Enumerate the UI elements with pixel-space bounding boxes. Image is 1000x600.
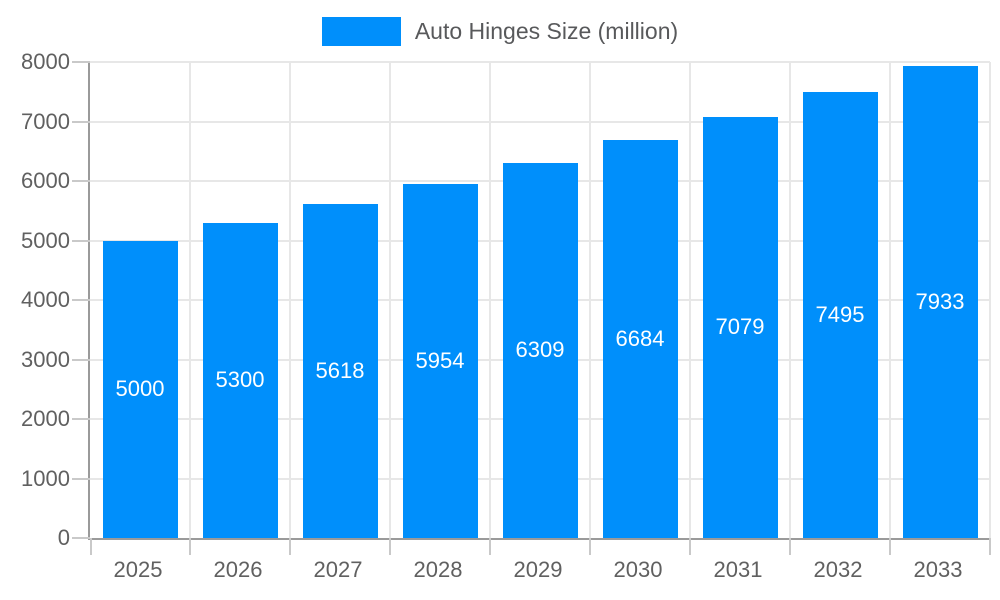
x-axis-tick (189, 538, 191, 555)
y-axis-tick (72, 61, 90, 63)
y-axis-label: 0 (57, 525, 70, 550)
bar-value-label: 5954 (415, 347, 465, 373)
grid-line-v (189, 62, 191, 538)
y-axis-label: 8000 (21, 49, 70, 74)
bar-value-label: 6309 (515, 337, 565, 363)
grid-line-v (689, 62, 691, 538)
bar: 5000 (102, 240, 178, 538)
x-axis-tick (289, 538, 291, 555)
y-axis-label: 2000 (21, 406, 70, 431)
grid-line-v (289, 62, 291, 538)
y-axis-tick (72, 537, 90, 539)
x-axis-label: 2031 (713, 557, 763, 582)
plot-area: 5000 5300 5618 5954 6309 6684 7079 7495 7933 (72, 61, 991, 555)
x-axis-label: 2026 (213, 557, 263, 582)
y-axis-label: 5000 (21, 227, 70, 253)
y-axis-tick (72, 120, 90, 123)
y-axis-label: 4000 (21, 287, 70, 312)
x-axis-label: 2028 (413, 557, 463, 582)
legend-swatch (321, 17, 401, 46)
x-axis-label: 2025 (113, 557, 163, 582)
x-axis-label: 2030 (613, 557, 663, 582)
grid-line-v (489, 62, 491, 538)
x-axis-label: 2033 (913, 557, 963, 582)
y-axis-tick (72, 477, 90, 480)
bar: 7933 (902, 65, 978, 538)
bar: 7495 (802, 92, 878, 538)
y-axis-label: 3000 (21, 346, 70, 372)
x-axis-tick (389, 538, 391, 555)
x-axis-label: 2027 (313, 557, 363, 582)
grid-line-h (90, 120, 990, 123)
y-axis-label: 7000 (21, 108, 70, 134)
y-axis-tick (72, 358, 90, 361)
grid-line-v (789, 62, 791, 538)
x-axis-labels: 2025 2026 2027 2028 2029 2030 2031 2032 2033 (88, 556, 988, 588)
x-axis-tick (489, 538, 491, 555)
y-axis-label: 1000 (21, 465, 70, 491)
y-axis-tick (72, 180, 90, 182)
bar-value-label: 7079 (715, 314, 765, 340)
bar: 7079 (702, 116, 778, 538)
bar: 5300 (202, 222, 278, 538)
grid-line-v (989, 62, 991, 538)
bar-value-label: 5000 (115, 376, 165, 402)
x-axis-label: 2029 (513, 557, 563, 582)
y-axis-tick (72, 418, 90, 420)
bar: 5618 (302, 203, 378, 538)
x-axis-tick (789, 538, 791, 555)
bar: 6309 (502, 162, 578, 538)
grid-line-v (589, 62, 591, 538)
grid-line-h (90, 61, 990, 63)
y-axis-tick (72, 239, 90, 242)
bar-value-label: 6684 (615, 326, 665, 352)
x-axis-tick (689, 538, 691, 555)
y-axis-tick (72, 299, 90, 301)
bar: 6684 (602, 140, 678, 538)
x-axis-label: 2032 (813, 557, 863, 582)
bar-value-label: 5618 (315, 357, 365, 383)
x-axis-tick (90, 538, 92, 555)
legend-item[interactable]: Auto Hinges Size (million) (321, 17, 679, 46)
x-axis-tick (889, 538, 891, 555)
grid-line-v (889, 62, 891, 538)
bar-value-label: 7933 (915, 288, 965, 314)
y-axis-labels: 0 1000 2000 3000 4000 5000 6000 7000 8000 (0, 0, 70, 600)
x-axis-tick (589, 538, 591, 555)
bar-value-label: 7495 (815, 302, 865, 328)
bar-value-label: 5300 (215, 367, 265, 393)
y-axis-label: 6000 (21, 168, 70, 193)
x-axis-tick (989, 538, 991, 555)
chart-legend: Auto Hinges Size (million) (0, 17, 1000, 46)
legend-label: Auto Hinges Size (million) (414, 18, 679, 44)
bar: 5954 (402, 183, 478, 538)
grid-line-v (389, 62, 391, 538)
